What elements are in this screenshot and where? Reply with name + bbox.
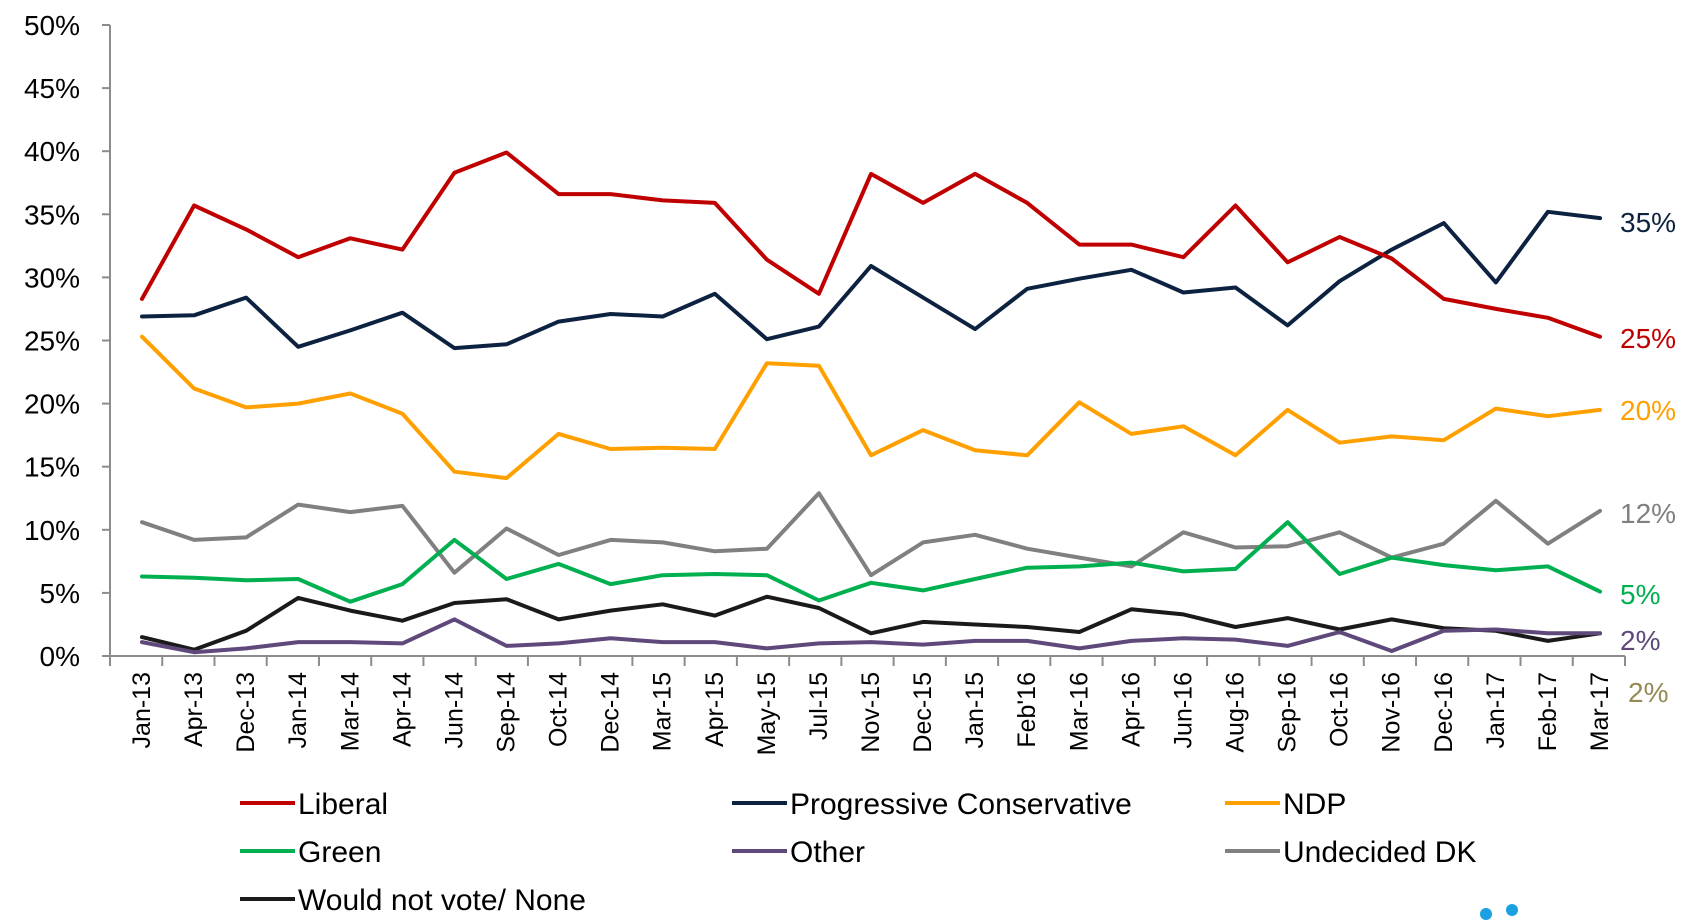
x-tick-label: Jun-14 xyxy=(440,672,468,749)
series-line-undecided-dk xyxy=(140,491,1602,578)
x-tick-label: Aug-16 xyxy=(1222,672,1250,753)
series-line-progressive-conservative xyxy=(140,209,1602,351)
x-tick-label: Feb-17 xyxy=(1534,672,1562,751)
y-tick-label: 40% xyxy=(24,136,80,167)
x-tick-label: Apr-15 xyxy=(701,672,729,747)
legend-item: Liberal xyxy=(240,788,388,821)
y-axis: 0% 5% 10% 15% 20% 25% 30% 35% 40% 45% 50% xyxy=(24,10,111,672)
end-label-undecided-dk: 12% xyxy=(1620,498,1676,529)
legend-label: Progressive Conservative xyxy=(790,788,1132,821)
legend-item: Other xyxy=(732,836,865,869)
legend-item: NDP xyxy=(1225,788,1346,821)
x-tick-label: Apr-14 xyxy=(388,672,416,747)
y-tick-label: 10% xyxy=(24,515,80,546)
x-tick-label: Dec-16 xyxy=(1430,672,1458,753)
legend-label: Green xyxy=(298,836,381,869)
x-tick-label: Sep-14 xyxy=(493,672,521,753)
y-tick-label: 25% xyxy=(24,326,80,357)
legend: Liberal Progressive Conservative NDP Green O… xyxy=(240,788,1476,915)
x-tick-label: Jan-13 xyxy=(128,672,156,748)
y-tick-label: 5% xyxy=(40,578,80,609)
y-tick-label: 35% xyxy=(24,199,80,230)
end-labels: 25% 35% 20% 5% 2% 12% 2% xyxy=(1620,207,1676,708)
legend-item: Undecided DK xyxy=(1225,836,1476,869)
legend-label: NDP xyxy=(1283,788,1346,821)
x-tick-label: Mar-15 xyxy=(649,672,677,751)
legend-item: Would not vote/ None xyxy=(240,884,586,915)
x-tick-label: Dec-14 xyxy=(597,672,625,753)
y-tick-label: 15% xyxy=(24,452,80,483)
legend-label: Other xyxy=(790,836,865,869)
x-tick-label: Dec-15 xyxy=(909,672,937,753)
x-tick-label: Dec-13 xyxy=(232,672,260,753)
x-tick-label: Apr-13 xyxy=(180,672,208,747)
series-line-liberal xyxy=(140,150,1602,339)
y-tick-label: 50% xyxy=(24,10,80,41)
x-tick-label: Nov-16 xyxy=(1378,672,1406,753)
y-tick-label: 30% xyxy=(24,262,80,293)
legend-item: Green xyxy=(240,836,381,869)
end-label-green: 5% xyxy=(1620,579,1660,610)
end-label-would-not-vote-none: 2% xyxy=(1628,677,1668,708)
x-tick-label: Jul-15 xyxy=(805,672,833,740)
x-axis: Jan-13 Apr-13 Dec-13 Jan-14 Mar-14 Apr-14 Jun-… xyxy=(109,655,1626,755)
series-line-green xyxy=(140,520,1602,604)
x-tick-label: Oct-14 xyxy=(545,672,573,747)
series-line-ndp xyxy=(140,334,1602,481)
x-tick-label: Nov-15 xyxy=(857,672,885,753)
x-tick-label: Sep-16 xyxy=(1274,672,1302,753)
legend-label: Undecided DK xyxy=(1283,836,1476,869)
end-label-liberal: 25% xyxy=(1620,323,1676,354)
x-tick-label: Jan-14 xyxy=(284,672,312,749)
x-tick-label: Jan-15 xyxy=(961,672,989,748)
x-tick-label: Feb'16 xyxy=(1013,672,1041,748)
x-tick-label: Jun-16 xyxy=(1169,672,1197,748)
x-tick-label: Apr-16 xyxy=(1117,672,1145,747)
y-tick-label: 20% xyxy=(24,389,80,420)
legend-label: Would not vote/ None xyxy=(298,884,586,915)
y-tick-label: 45% xyxy=(24,73,80,104)
legend-item: Progressive Conservative xyxy=(732,788,1132,821)
x-tick-label: May-15 xyxy=(753,672,781,755)
x-tick-label: Mar-16 xyxy=(1065,672,1093,751)
legend-label: Liberal xyxy=(298,788,388,821)
logo-dot-icon xyxy=(1506,904,1518,916)
x-tick-label: Mar-17 xyxy=(1586,672,1614,751)
series-line-would-not-vote-none xyxy=(140,594,1602,652)
x-tick-label: Jan-17 xyxy=(1482,672,1510,748)
end-label-progressive-conservative: 35% xyxy=(1620,207,1676,238)
end-label-ndp: 20% xyxy=(1620,395,1676,426)
x-tick-label: Oct-16 xyxy=(1326,672,1354,747)
series-lines xyxy=(140,150,1602,655)
end-label-other: 2% xyxy=(1620,625,1660,656)
y-tick-label: 0% xyxy=(40,641,80,672)
series-line-other xyxy=(140,617,1602,655)
logo-dot-icon xyxy=(1480,908,1492,920)
x-tick-label: Mar-14 xyxy=(336,672,364,751)
